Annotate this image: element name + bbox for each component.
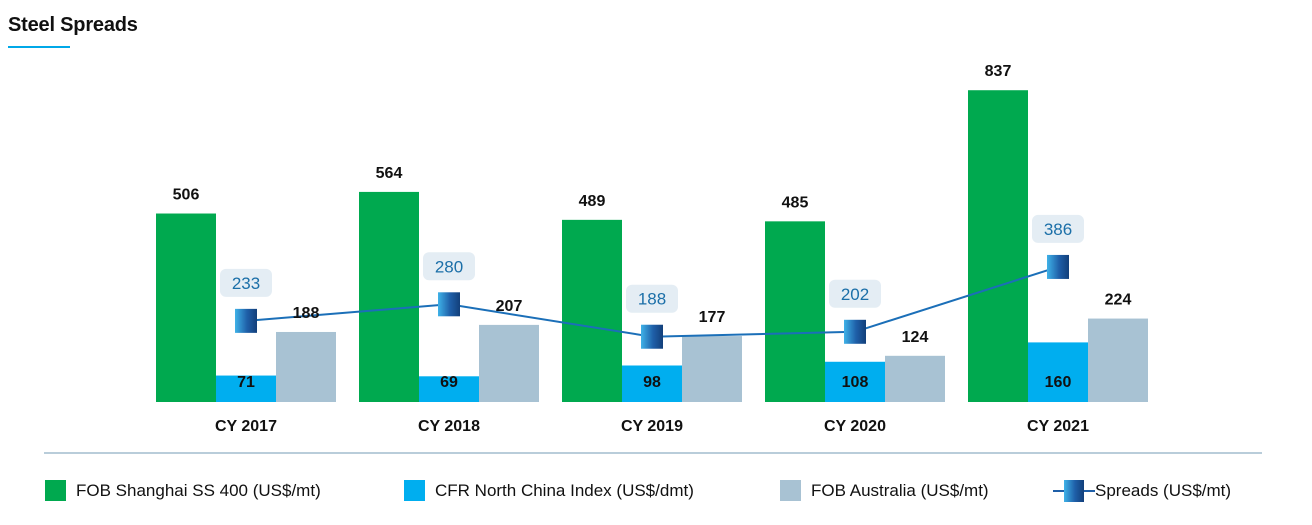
spreads-marker <box>438 292 460 317</box>
spreads-label-box <box>423 252 475 281</box>
chart-title: Steel Spreads <box>8 14 138 36</box>
bar-fob-australia <box>682 336 742 402</box>
spreads-marker <box>844 319 866 344</box>
bar-value-label: 69 <box>440 374 458 391</box>
spreads-label-box <box>1032 214 1084 243</box>
bar-fob-australia <box>479 324 539 402</box>
steel-spreads-chart: 233 280 188 202 386 506 71 188 CY 2017 564 69 207 C… <box>44 63 1262 454</box>
bar-fob-shanghai <box>156 213 216 402</box>
bar-fob-australia <box>885 355 945 402</box>
bar-value-label: 124 <box>902 329 929 346</box>
legend-label: FOB Australia (US$/mt) <box>811 480 989 500</box>
bar-fob-shanghai <box>359 191 419 402</box>
spreads-value-label: 233 <box>232 274 260 293</box>
bar-value-label: 224 <box>1105 292 1132 309</box>
legend-item-fob-shanghai: FOB Shanghai SS 400 (US$/mt) <box>45 480 321 501</box>
bar-fob-shanghai <box>562 219 622 402</box>
spreads-label-box <box>829 279 881 308</box>
bar-value-label: 160 <box>1045 374 1072 391</box>
spreads-value-label: 386 <box>1044 220 1072 239</box>
line-marker-icon <box>1053 480 1095 502</box>
bar-fob-shanghai <box>968 90 1028 402</box>
title-underline <box>8 46 70 48</box>
bar-cfr-north-china <box>419 376 479 402</box>
category-label: CY 2019 <box>621 418 683 435</box>
bar-fob-australia <box>1088 318 1148 402</box>
bar-cfr-north-china <box>622 365 682 402</box>
category-label: CY 2017 <box>215 418 277 435</box>
bar-value-label: 98 <box>643 374 661 391</box>
legend-label: FOB Shanghai SS 400 (US$/mt) <box>76 480 321 500</box>
bar-value-label: 564 <box>376 165 403 182</box>
bar-cfr-north-china <box>825 361 885 402</box>
bar-value-label: 188 <box>293 305 320 322</box>
category-label: CY 2018 <box>418 418 480 435</box>
category-label: CY 2021 <box>1027 418 1089 435</box>
legend-label: CFR North China Index (US$/dmt) <box>435 480 694 500</box>
bar-value-label: 207 <box>496 298 523 315</box>
green-square-icon <box>45 480 66 501</box>
category-label: CY 2020 <box>824 418 886 435</box>
spreads-label-box <box>220 268 272 297</box>
spreads-value-label: 280 <box>435 257 463 276</box>
grey-square-icon <box>780 480 801 501</box>
spreads-marker <box>235 308 257 333</box>
bar-value-label: 108 <box>842 374 869 391</box>
legend-item-cfr-north-china: CFR North China Index (US$/dmt) <box>404 480 694 501</box>
legend-label: Spreads (US$/mt) <box>1095 481 1232 500</box>
spreads-label-box <box>626 284 678 313</box>
bar-cfr-north-china <box>1028 342 1088 402</box>
bar-cfr-north-china <box>216 375 276 402</box>
spreads-value-label: 202 <box>841 285 869 304</box>
spreads-marker <box>1047 254 1069 279</box>
spreads-marker <box>641 324 663 349</box>
legend: FOB Shanghai SS 400 (US$/mt) CFR North C… <box>0 474 1312 510</box>
bar-value-label: 485 <box>782 194 809 211</box>
spreads-value-label: 188 <box>638 290 666 309</box>
bar-value-label: 177 <box>699 309 726 326</box>
legend-item-fob-australia: FOB Australia (US$/mt) <box>780 480 989 501</box>
bar-value-label: 506 <box>173 187 200 204</box>
bar-value-label: 837 <box>985 63 1012 80</box>
bar-fob-shanghai <box>765 221 825 402</box>
bar-value-label: 71 <box>237 374 255 391</box>
blue-square-icon <box>404 480 425 501</box>
bar-fob-australia <box>276 331 336 402</box>
bar-value-label: 489 <box>579 193 606 210</box>
legend-item-spreads: Spreads (US$/mt) <box>1053 480 1231 502</box>
